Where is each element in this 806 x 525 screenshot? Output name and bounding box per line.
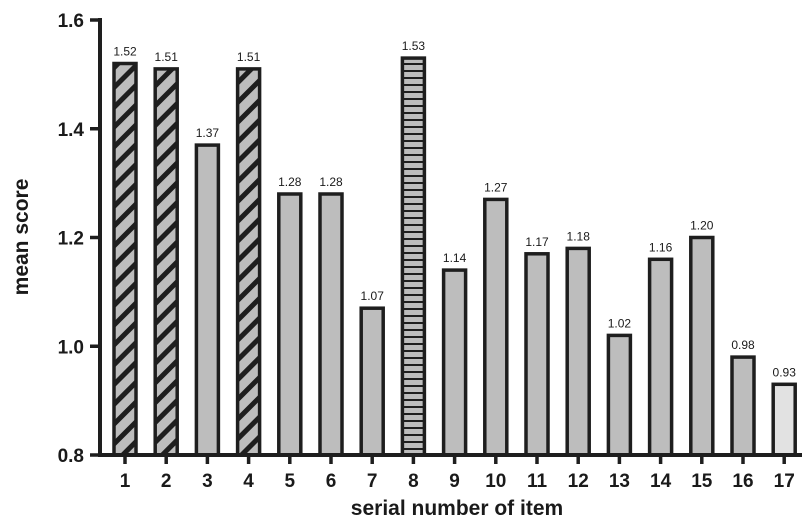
x-tick-label-3: 3 — [202, 471, 213, 492]
x-tick-label-17: 17 — [774, 471, 795, 492]
data-label-1: 1.52 — [113, 45, 137, 59]
y-tick-label-1-4: 1.4 — [58, 120, 85, 141]
x-tick-label-16: 16 — [732, 471, 753, 492]
bar-item-16 — [730, 355, 756, 457]
bar-item-15 — [689, 235, 715, 457]
y-tick-label-1-6: 1.6 — [58, 11, 84, 32]
x-tick-label-13: 13 — [609, 471, 630, 492]
bar-item-10 — [483, 197, 509, 457]
y-tick-label-0-8: 0.8 — [58, 446, 84, 467]
data-label-14: 1.16 — [649, 240, 673, 254]
data-labels-layer: 1.52 1.51 1.37 1.51 1.28 1.28 1.07 1.53 1.14 1.27… — [113, 39, 796, 379]
data-label-12: 1.18 — [567, 229, 591, 243]
bar-item-7 — [359, 306, 385, 457]
bar-item-17 — [771, 382, 797, 457]
data-label-5: 1.28 — [278, 175, 302, 189]
data-label-2: 1.51 — [155, 50, 179, 64]
x-axis-title: serial number of item — [351, 497, 563, 520]
data-label-3: 1.37 — [196, 126, 220, 140]
bar-item-3 — [194, 143, 221, 457]
x-tick-label-5: 5 — [285, 471, 296, 492]
x-tick-label-9: 9 — [449, 471, 460, 492]
data-label-4: 1.51 — [237, 50, 261, 64]
x-tick-label-4: 4 — [243, 471, 254, 492]
data-label-10: 1.27 — [484, 180, 508, 194]
y-tick-label-1-0: 1.0 — [58, 337, 84, 358]
data-label-11: 1.17 — [525, 235, 549, 249]
data-label-17: 0.93 — [773, 365, 797, 379]
x-tick-label-6: 6 — [326, 471, 337, 492]
bar-item-9 — [441, 268, 468, 457]
bar-item-4 — [235, 67, 262, 457]
x-tick-label-11: 11 — [527, 471, 548, 492]
data-label-8: 1.53 — [402, 39, 426, 53]
x-tick-label-7: 7 — [367, 471, 378, 492]
bar-item-11 — [524, 252, 550, 457]
data-label-6: 1.28 — [319, 175, 343, 189]
bar-item-2 — [153, 67, 179, 457]
data-label-16: 0.98 — [731, 338, 755, 352]
data-label-15: 1.20 — [690, 219, 714, 233]
y-axis-title: mean score — [10, 179, 33, 296]
data-label-9: 1.14 — [443, 251, 467, 265]
bar-item-13 — [606, 333, 633, 457]
bar-item-1 — [112, 61, 138, 457]
bar-item-12 — [565, 246, 591, 457]
x-tick-label-1: 1 — [120, 471, 131, 492]
bars-layer — [112, 56, 797, 457]
data-label-7: 1.07 — [361, 289, 385, 303]
bar-item-8 — [400, 56, 427, 457]
axes-layer: 1 2 3 4 5 6 7 8 9 10 11 12 13 14 15 16 170.81.01.21.41.6 — [58, 11, 802, 492]
bar-item-14 — [647, 257, 674, 457]
bar-item-5 — [277, 192, 303, 457]
y-tick-label-1-2: 1.2 — [58, 229, 84, 250]
data-label-13: 1.02 — [608, 316, 632, 330]
x-tick-label-10: 10 — [485, 471, 506, 492]
x-tick-label-2: 2 — [161, 471, 172, 492]
x-tick-label-8: 8 — [408, 471, 419, 492]
x-tick-label-12: 12 — [568, 471, 589, 492]
bar-item-6 — [318, 192, 344, 457]
x-tick-label-15: 15 — [691, 471, 713, 492]
x-tick-label-14: 14 — [650, 471, 672, 492]
